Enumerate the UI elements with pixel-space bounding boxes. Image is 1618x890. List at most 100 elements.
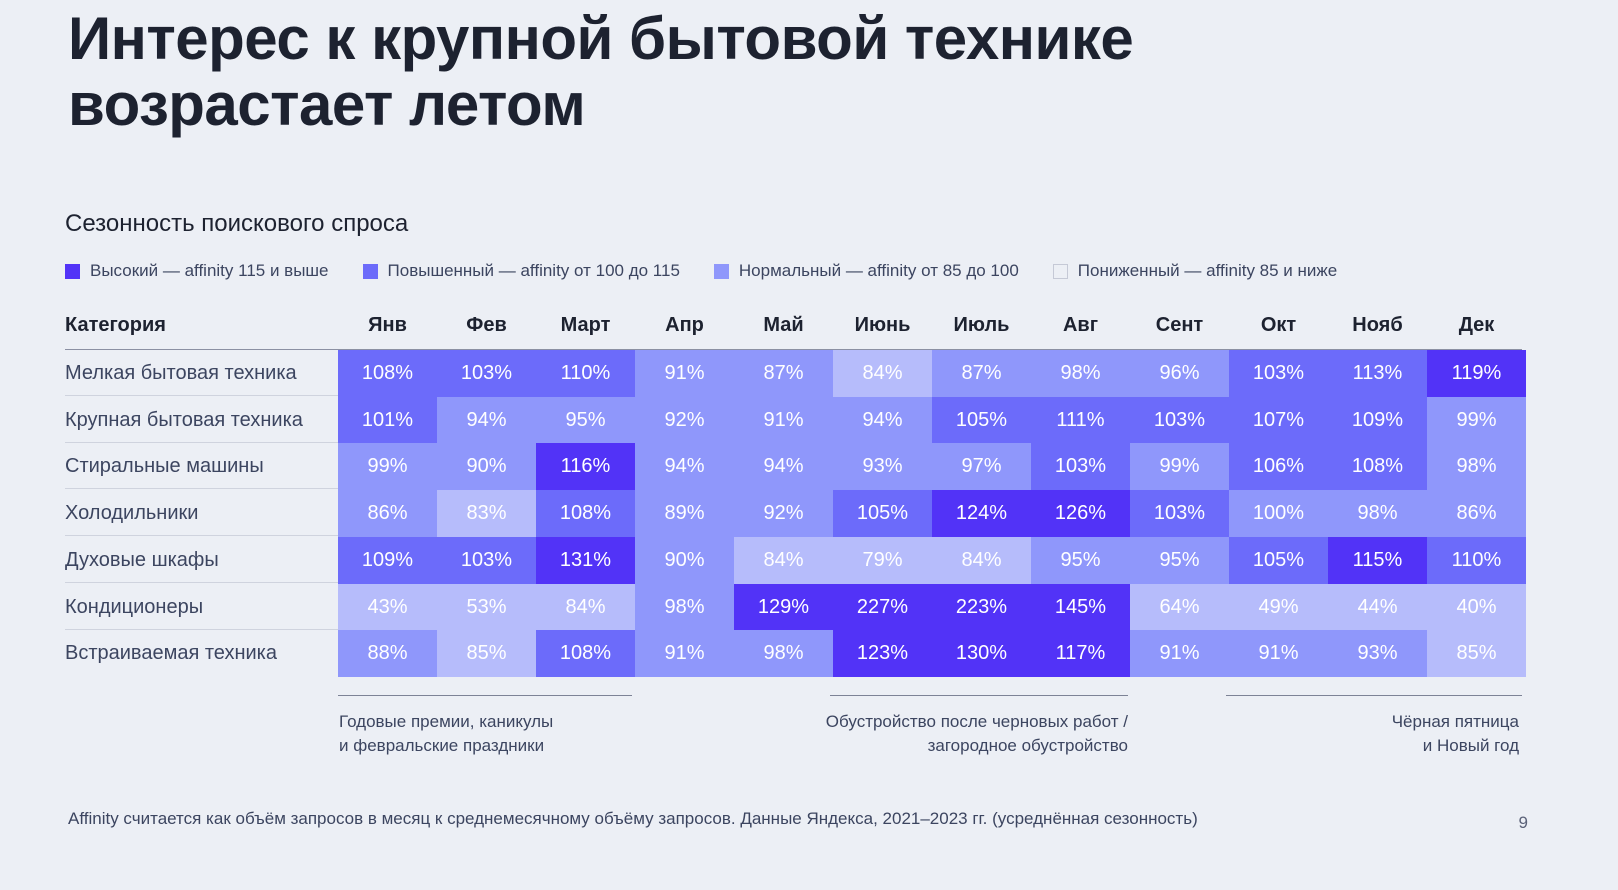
heatmap-cell: 86% [1427, 490, 1526, 538]
heatmap-cell: 110% [1427, 536, 1526, 584]
legend-label-normal: Нормальный — affinity от 85 до 100 [738, 261, 1019, 280]
month-header: Нояб [1352, 314, 1403, 336]
heatmap-cell: 84% [734, 536, 833, 584]
legend-item-high: Высокий — affinity 115 и выше [65, 261, 329, 281]
legend-item-normal: Нормальный — affinity от 85 до 100 [713, 261, 1019, 281]
row-label: Мелкая бытовая техника [65, 350, 338, 396]
row-label: Холодильники [65, 490, 338, 537]
heatmap-cell: 93% [833, 443, 932, 491]
annotation-2: Обустройство после черновых работ / заго… [728, 710, 1128, 758]
annotation-3: Чёрная пятница и Новый год [1250, 710, 1519, 758]
heatmap-cell: 94% [635, 443, 734, 491]
row-label: Стиральные машины [65, 443, 338, 490]
heatmap-cell: 113% [1328, 350, 1427, 397]
heatmap-cell: 98% [1031, 350, 1130, 397]
heatmap-cell: 227% [833, 583, 932, 631]
heatmap-cell: 95% [536, 396, 635, 444]
heatmap-cell: 126% [1031, 490, 1130, 538]
legend-swatch-low [1052, 263, 1068, 279]
footnote: Affinity считается как объём запросов в … [68, 809, 1198, 828]
row-label: Встраиваемая техника [65, 642, 277, 665]
table-row: Крупная бытовая техника 101% 94% 95% 92% 91% 9… [65, 396, 1526, 444]
heatmap-cell: 117% [1031, 630, 1130, 678]
month-header: Авг [1062, 314, 1099, 336]
heatmap-cell: 86% [338, 490, 437, 538]
heatmap-cell: 129% [734, 583, 833, 631]
heatmap-cell: 223% [932, 583, 1031, 631]
heatmap-cell: 106% [1229, 443, 1328, 491]
heatmap-cell: 87% [734, 350, 833, 397]
heatmap-cell: 85% [1427, 630, 1526, 678]
heatmap-cell: 94% [437, 396, 536, 444]
heatmap-cell: 85% [437, 630, 536, 678]
month-header: Янв [368, 314, 407, 336]
heatmap-cell: 103% [437, 350, 536, 397]
table-row: Холодильники 86% 83% 108% 89% 92% 105% 124% 126%… [65, 490, 1526, 538]
heatmap-cell: 105% [1229, 536, 1328, 584]
heatmap-cell: 116% [536, 443, 635, 491]
heatmap-cell: 91% [635, 630, 734, 678]
heatmap-cell: 109% [338, 536, 437, 584]
heatmap-cell: 99% [1130, 443, 1229, 491]
heatmap-cell: 94% [833, 396, 932, 444]
heatmap-cell: 94% [734, 443, 833, 491]
heatmap-cell: 44% [1328, 583, 1427, 631]
legend-label-low: Пониженный — affinity 85 и ниже [1077, 261, 1338, 280]
legend-item-elevated: Повышенный — affinity от 100 до 115 [362, 261, 680, 281]
page-title: Интерес к крупной бытовой технике возрас… [68, 5, 1134, 138]
heatmap-cell: 145% [1031, 583, 1130, 631]
table-row: Мелкая бытовая техника 108% 103% 110% 91% 87%… [65, 350, 1526, 397]
table-row: Встраиваемая техника 88% 85% 108% 91% 98% 123%… [65, 630, 1526, 678]
heatmap-cell: 108% [338, 350, 437, 397]
legend-swatch-normal [713, 263, 729, 279]
month-header: Апр [665, 314, 704, 336]
heatmap-cell: 79% [833, 536, 932, 584]
heatmap-cell: 105% [833, 490, 932, 538]
heatmap-cell: 97% [932, 443, 1031, 491]
heatmap-cell: 108% [536, 490, 635, 538]
heatmap-cell: 103% [1130, 396, 1229, 444]
table-row: Кондиционеры 43% 53% 84% 98% 129% 227% 223% 145%… [65, 583, 1526, 631]
row-label: Кондиционеры [65, 584, 338, 630]
legend: Высокий — affinity 115 и выше Повышенный… [65, 260, 1371, 282]
heatmap-cell: 103% [437, 536, 536, 584]
legend-swatch-high [65, 263, 80, 279]
heatmap-cell: 124% [932, 490, 1031, 538]
heatmap-cell: 98% [635, 583, 734, 631]
heatmap-cell: 91% [1229, 630, 1328, 678]
table-header: Категория Янв Фев Март Апр Май Июнь Июль Авг Сен… [65, 308, 1522, 348]
annotation-2-line-1: Обустройство после черновых работ / [825, 712, 1128, 731]
heatmap-cell: 95% [1031, 536, 1130, 584]
month-header: Июнь [854, 314, 911, 336]
month-header: Фев [466, 314, 507, 336]
heatmap-cell: 96% [1130, 350, 1229, 397]
heatmap-cell: 108% [536, 630, 635, 678]
annotation-1: Годовые премии, каникулы и февральские п… [339, 710, 553, 758]
annotation-2-line-2: загородное обустройство [927, 736, 1128, 755]
heatmap-cell: 100% [1229, 490, 1328, 538]
heatmap-cell: 84% [833, 350, 932, 397]
annotation-1-line-2: и февральские праздники [339, 736, 545, 755]
heatmap-cell: 43% [338, 583, 437, 631]
heatmap-cell: 123% [833, 630, 932, 678]
heatmap-cell: 131% [536, 536, 635, 584]
heatmap-cell: 99% [338, 443, 437, 491]
heatmap-cell: 95% [1130, 536, 1229, 584]
heatmap-cell: 98% [1427, 443, 1526, 491]
legend-label-elevated: Повышенный — affinity от 100 до 115 [387, 261, 680, 280]
heatmap-cell: 91% [734, 396, 833, 444]
month-header: Окт [1260, 314, 1297, 336]
heatmap-cell: 90% [437, 443, 536, 491]
heatmap-cell: 92% [635, 396, 734, 444]
heatmap-cell: 108% [1328, 443, 1427, 491]
row-label: Крупная бытовая техника [65, 397, 338, 443]
annotation-line-1 [338, 695, 632, 696]
heatmap-cell: 115% [1328, 536, 1427, 584]
header-divider [65, 349, 1522, 350]
heatmap-cell: 103% [1031, 443, 1130, 491]
heatmap-cell: 99% [1427, 396, 1526, 444]
heatmap-cell: 103% [1130, 490, 1229, 538]
heatmap-cell: 87% [932, 350, 1031, 397]
table-row: Духовые шкафы 109% 103% 131% 90% 84% 79% 84% 95%… [65, 536, 1526, 584]
heatmap-cell: 98% [1328, 490, 1427, 538]
